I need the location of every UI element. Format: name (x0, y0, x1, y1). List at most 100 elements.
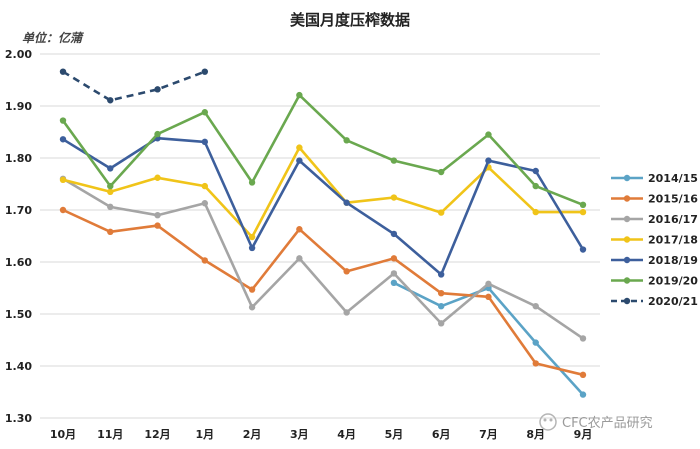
data-point (579, 391, 587, 398)
data-point (154, 212, 161, 219)
data-point (296, 91, 303, 99)
legend-marker (623, 297, 631, 305)
data-point (107, 165, 114, 172)
data-point (532, 360, 539, 367)
data-point (343, 309, 350, 316)
legend-label: 2017/18 (648, 234, 698, 247)
watermark: CFC农产品研究 (539, 413, 653, 431)
data-point (248, 304, 256, 311)
data-point (107, 182, 114, 190)
data-point (343, 199, 350, 206)
data-point (248, 244, 256, 252)
y-tick-label: 1.80 (5, 152, 32, 165)
wechat-icon-eye (543, 418, 547, 422)
series-2020-21 (59, 68, 209, 104)
data-point (579, 201, 587, 208)
x-tick-label: 7月 (479, 428, 498, 441)
series-line (61, 93, 584, 207)
data-point (579, 246, 587, 253)
data-point (296, 255, 303, 262)
data-point (579, 371, 587, 379)
data-point (59, 136, 67, 143)
data-point (532, 182, 539, 190)
data-point (107, 228, 114, 236)
data-point (248, 179, 256, 186)
wechat-icon (539, 413, 557, 431)
data-point (437, 303, 445, 310)
y-tick-label: 1.40 (5, 360, 32, 373)
data-point (579, 335, 587, 342)
wechat-icon-eye (549, 418, 553, 422)
legend-marker (623, 277, 631, 284)
y-axis-ticks: 1.30 1.40 1.50 1.60 1.70 1.80 1.90 2.00 (5, 48, 32, 425)
chart-title: 美国月度压榨数据 (290, 11, 410, 29)
data-point (579, 208, 587, 216)
legend-marker (623, 236, 631, 243)
data-point (201, 68, 209, 75)
legend-label: 2018/19 (648, 254, 698, 267)
data-point (59, 68, 67, 75)
y-tick-label: 2.00 (5, 48, 32, 61)
unit-label: 单位：亿蒲 (22, 31, 84, 45)
data-point (201, 182, 209, 190)
data-point (107, 97, 114, 104)
data-point (485, 157, 492, 164)
data-point (390, 279, 398, 286)
x-tick-label: 4月 (337, 428, 356, 441)
series-line (62, 70, 206, 102)
series-2016-17 (59, 175, 587, 342)
data-point (296, 226, 303, 233)
y-tick-label: 1.30 (5, 412, 32, 425)
data-point (532, 339, 539, 346)
data-point (248, 286, 256, 293)
y-tick-label: 1.60 (5, 256, 32, 269)
data-point (59, 176, 67, 184)
x-tick-label: 2月 (243, 428, 262, 441)
data-point (532, 208, 539, 216)
data-point (390, 270, 398, 277)
data-point (154, 130, 161, 138)
watermark-text: CFC农产品研究 (562, 416, 653, 431)
data-point (248, 233, 256, 241)
data-point (437, 168, 445, 176)
y-tick-label: 1.50 (5, 308, 32, 321)
y-tick-label: 1.70 (5, 204, 32, 217)
data-point (343, 268, 350, 275)
legend-label: 2016/17 (648, 213, 698, 226)
series-line (62, 177, 584, 340)
data-point (437, 320, 445, 327)
data-point (390, 230, 398, 238)
series-2014-15 (390, 279, 587, 398)
legend-label: 2014/15 (648, 172, 698, 185)
series-2017-18 (59, 144, 587, 241)
x-tick-label: 8月 (526, 428, 545, 441)
legend-marker (623, 174, 631, 182)
data-point (107, 188, 114, 195)
x-tick-label: 9月 (574, 428, 593, 441)
data-point (201, 138, 209, 146)
data-point (201, 200, 209, 207)
data-point (296, 144, 303, 151)
data-point (296, 157, 303, 164)
series-line (62, 146, 583, 239)
gridlines (40, 53, 600, 419)
series-2015-16 (59, 206, 587, 379)
data-point (154, 86, 161, 93)
series-line (62, 136, 585, 276)
legend: 2014/15 2015/16 2016/17 2017/18 2018/19 2019/… (611, 172, 698, 308)
data-point (343, 137, 350, 144)
series-2019-20 (59, 91, 587, 208)
data-point (154, 174, 161, 181)
series-line (62, 208, 584, 377)
x-axis-ticks: 10月 11月 12月 1月 2月 3月 4月 5月 6月 7月 8月 9月 (50, 428, 592, 441)
data-point (532, 303, 539, 310)
data-point (532, 167, 539, 175)
x-tick-label: 11月 (97, 428, 123, 441)
legend-marker (623, 215, 631, 223)
data-point (485, 131, 492, 138)
data-point (59, 206, 67, 214)
data-point (201, 257, 209, 264)
data-point (201, 109, 209, 116)
